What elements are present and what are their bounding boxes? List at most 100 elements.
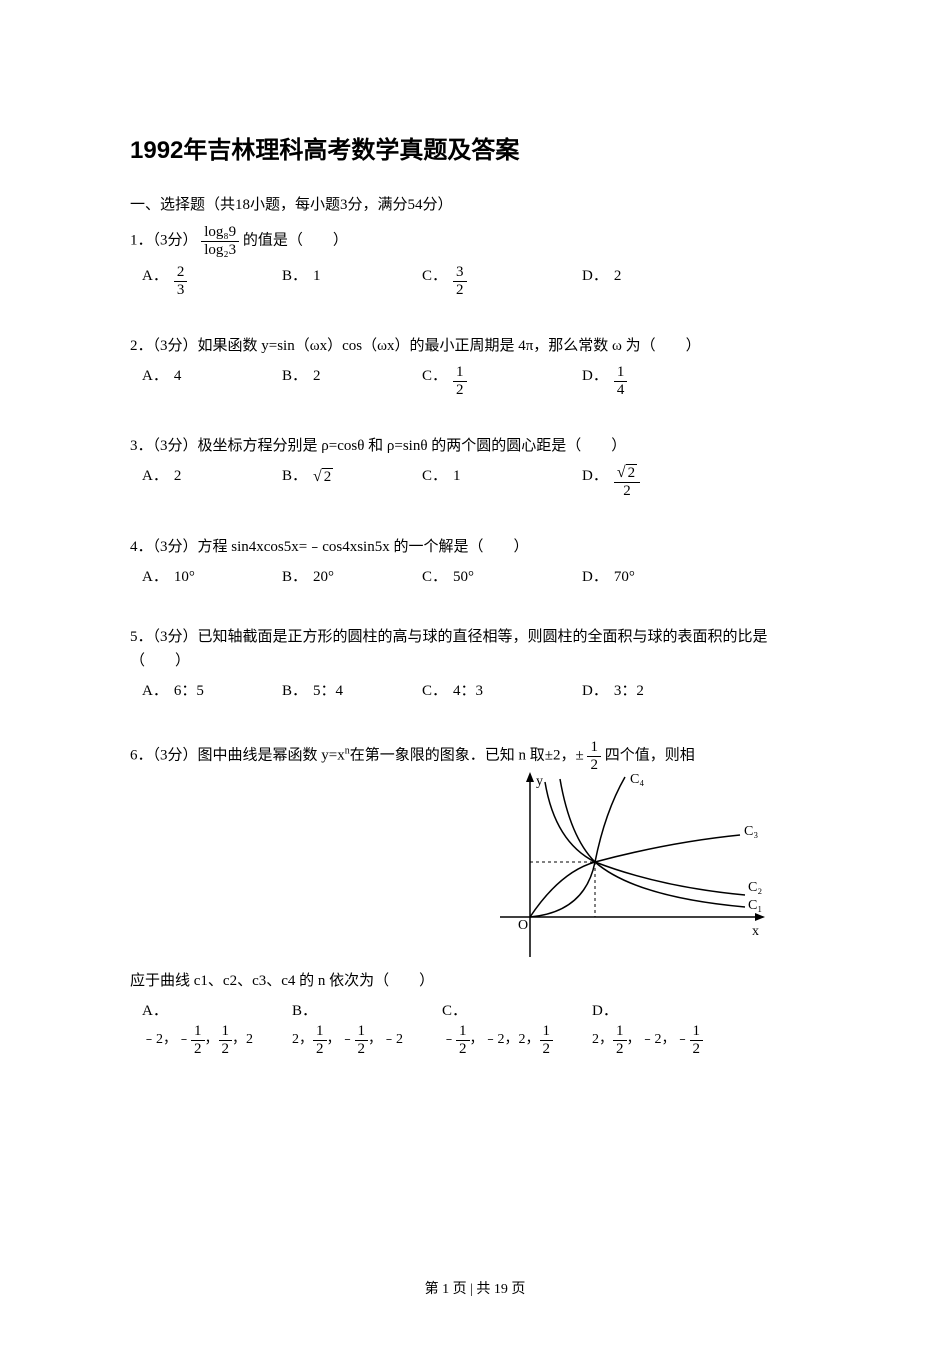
q3-A: 2 <box>174 464 182 488</box>
page-footer: 第 1 页 | 共 19 页 <box>0 1278 950 1298</box>
f-den: 2 <box>613 1041 627 1058</box>
q3-D-den: 2 <box>614 483 640 500</box>
q3-D-frac: √2 2 <box>614 464 640 499</box>
question-4: 4．（3分）方程 sin4xcos5x=﹣cos4xsin5x 的一个解是（ ）… <box>130 535 820 589</box>
question-2: 2．（3分）如果函数 y=sin（ωx）cos（ωx）的最小正周期是 4π，那么… <box>130 334 820 398</box>
q1-A-num: 2 <box>174 264 188 282</box>
q6-opt-B: B． 2，12，﹣12，﹣2 <box>292 999 442 1057</box>
c2-label: C₂ <box>748 880 762 895</box>
opt-label-B: B． <box>282 679 307 703</box>
q5-opt-C: C．4：3 <box>422 679 582 703</box>
question-1: 1．（3分） log₈9 log₂3 的值是（ ） A． 23 B． 1 C． … <box>130 224 820 298</box>
q2-D-num: 1 <box>614 364 628 382</box>
q6-mid: 在第一象限的图象．已知 n 取±2，± <box>350 748 584 764</box>
q2-opt-B: B． 2 <box>282 364 422 398</box>
c1-label: C₁ <box>748 898 762 913</box>
q3-opt-B: B． √2 <box>282 464 422 499</box>
f-num: 1 <box>313 1023 327 1041</box>
q4-opt-B: B．20° <box>282 565 422 589</box>
q1-log-top: log₈9 <box>201 224 239 242</box>
q4-A: 10° <box>174 565 195 589</box>
question-5: 5．（3分）已知轴截面是正方形的圆柱的高与球的直径相等，则圆柱的全面积与球的表面… <box>130 625 820 703</box>
q6-suffix: 四个值，则相 <box>605 748 695 764</box>
q1-D: 2 <box>614 264 622 288</box>
f-num: 1 <box>456 1023 470 1041</box>
q2-stem: 2．（3分）如果函数 y=sin（ωx）cos（ωx）的最小正周期是 4π，那么… <box>130 334 820 358</box>
opt-label-A: A． <box>142 364 168 388</box>
y-axis-label: y <box>536 774 543 789</box>
x-axis-label: x <box>752 924 759 939</box>
opt-label-B: B． <box>282 364 307 388</box>
q5-B: 5：4 <box>313 679 343 703</box>
f-den: 2 <box>355 1041 369 1058</box>
opt-label-B: B． <box>292 999 317 1023</box>
q3-options: A． 2 B． √2 C． 1 D． √2 2 <box>130 464 820 499</box>
q3-opt-D: D． √2 2 <box>582 464 702 499</box>
opt-label-D: D． <box>582 565 608 589</box>
opt-label-C: C． <box>422 364 447 388</box>
f-num: 1 <box>613 1023 627 1041</box>
f-den: 2 <box>313 1041 327 1058</box>
opt-label-C: C． <box>422 464 447 488</box>
q4-D: 70° <box>614 565 635 589</box>
q6-figure: O y x C₄ C₃ C₂ C₁ <box>490 767 780 985</box>
doc-title: 1992年吉林理科高考数学真题及答案 <box>130 130 820 165</box>
q1-C-num: 3 <box>453 264 467 282</box>
q3-D-rad: 2 <box>626 464 638 481</box>
q1-log-bot: log₂3 <box>201 242 239 259</box>
f-num: 1 <box>690 1023 704 1041</box>
q3-stem: 3．（3分）极坐标方程分别是 ρ=cosθ 和 ρ=sinθ 的两个圆的圆心距是… <box>130 434 820 458</box>
q2-B: 2 <box>313 364 321 388</box>
q3-B-sqrt: √2 <box>313 464 333 490</box>
q6-opt-D: D． 2，12，﹣2，﹣12 <box>592 999 742 1057</box>
page: 1992年吉林理科高考数学真题及答案 一、选择题（共18小题，每小题3分，满分5… <box>0 0 950 1346</box>
q6-prefix: 6．（3分）图中曲线是幂函数 y=x <box>130 748 345 764</box>
q3-opt-C: C． 1 <box>422 464 582 499</box>
opt-label-C: C． <box>442 999 467 1023</box>
q5-opt-D: D．3：2 <box>582 679 702 703</box>
q1-B: 1 <box>313 264 321 288</box>
q6-options: A． ﹣2，﹣12，12，2 B． 2，12，﹣12，﹣2 C． ﹣12，﹣2，… <box>130 999 820 1057</box>
opt-label-C: C． <box>422 679 447 703</box>
q1-opt-B: B． 1 <box>282 264 422 298</box>
q2-C-den: 2 <box>453 382 467 399</box>
q5-opt-A: A．6：5 <box>142 679 282 703</box>
opt-label-D: D． <box>582 464 608 488</box>
q4-C: 50° <box>453 565 474 589</box>
f-num: 1 <box>540 1023 554 1041</box>
q4-B: 20° <box>313 565 334 589</box>
origin-label: O <box>518 918 528 933</box>
question-6: 6．（3分）图中曲线是幂函数 y=xn在第一象限的图象．已知 n 取±2，± 1… <box>130 739 820 1057</box>
q1-log-fraction: log₈9 log₂3 <box>201 224 239 258</box>
f-den: 2 <box>191 1041 205 1058</box>
q1-options: A． 23 B． 1 C． 32 D． 2 <box>130 264 820 298</box>
f-den: 2 <box>219 1041 233 1058</box>
q6-opt-C: C． ﹣12，﹣2，2，12 <box>442 999 592 1057</box>
q3-opt-A: A． 2 <box>142 464 282 499</box>
q2-C-num: 1 <box>453 364 467 382</box>
f-den: 2 <box>690 1041 704 1058</box>
q4-opt-C: C．50° <box>422 565 582 589</box>
q5-C: 4：3 <box>453 679 483 703</box>
opt-label-B: B． <box>282 464 307 488</box>
q2-opt-D: D． 14 <box>582 364 702 398</box>
q1-opt-D: D． 2 <box>582 264 702 298</box>
q2-opt-A: A． 4 <box>142 364 282 398</box>
q2-A: 4 <box>174 364 182 388</box>
f-num: 1 <box>219 1023 233 1041</box>
q5-A: 6：5 <box>174 679 204 703</box>
q6-frac-num: 1 <box>587 739 601 757</box>
q5-D: 3：2 <box>614 679 644 703</box>
f-den: 2 <box>540 1041 554 1058</box>
opt-label-D: D． <box>582 264 608 288</box>
opt-label-B: B． <box>282 264 307 288</box>
q1-suffix: 的值是（ ） <box>243 232 348 248</box>
q5-opt-B: B．5：4 <box>282 679 422 703</box>
q6-opt-A: A． ﹣2，﹣12，12，2 <box>142 999 292 1057</box>
q4-stem: 4．（3分）方程 sin4xcos5x=﹣cos4xsin5x 的一个解是（ ） <box>130 535 820 559</box>
q3-C: 1 <box>453 464 461 488</box>
opt-label-A: A． <box>142 464 168 488</box>
question-3: 3．（3分）极坐标方程分别是 ρ=cosθ 和 ρ=sinθ 的两个圆的圆心距是… <box>130 434 820 499</box>
opt-label-A: A． <box>142 999 168 1023</box>
q1-stem: 1．（3分） log₈9 log₂3 的值是（ ） <box>130 224 820 258</box>
